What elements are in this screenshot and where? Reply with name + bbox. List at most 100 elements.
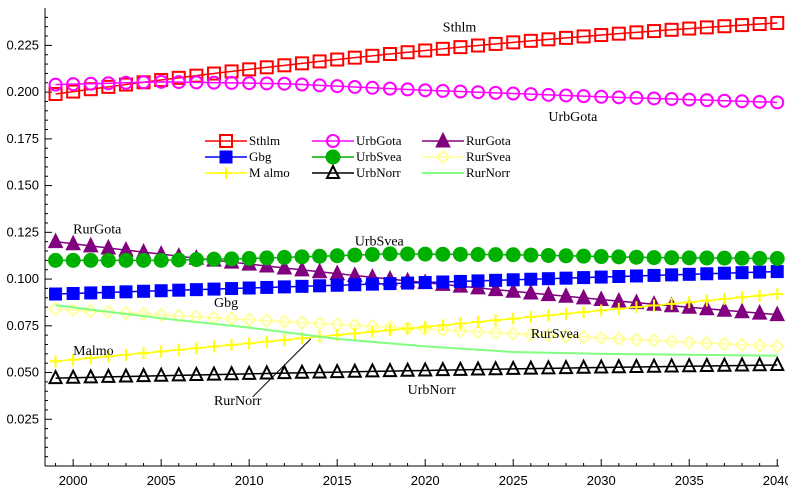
- data-point-gbg: [524, 272, 538, 286]
- data-point-malmo: [683, 296, 696, 309]
- x-tick-label: 2035: [675, 473, 704, 488]
- data-point-rurgota: [575, 288, 592, 305]
- data-point-urbnorr: [171, 366, 187, 382]
- data-point-malmo: [630, 301, 643, 314]
- series-rurnorr: [55, 304, 778, 357]
- axes: 0.025 0.050 0.075 0.100 0.125 0.150 0.175 0.200…: [6, 8, 788, 488]
- data-point-gbg: [418, 276, 432, 290]
- data-point-urbnorr: [699, 356, 715, 372]
- data-point-urbnorr: [65, 368, 81, 384]
- legend-swatch-marker: [219, 134, 233, 148]
- data-point-urbnorr: [716, 356, 733, 372]
- data-point-malmo: [419, 320, 432, 333]
- data-point-rurgota: [558, 287, 574, 303]
- data-point-malmo: [595, 304, 608, 317]
- data-point-urbgota: [664, 92, 679, 107]
- data-point-sthlm: [48, 86, 63, 101]
- data-point-urbnorr: [558, 358, 574, 375]
- data-point-rursvea: [312, 316, 328, 331]
- data-point-sthlm: [277, 58, 292, 73]
- data-point-rurgota: [65, 234, 81, 251]
- data-point-urbgota: [312, 78, 327, 93]
- data-point-urbsvea: [259, 250, 275, 266]
- data-point-rursvea: [294, 315, 310, 330]
- data-point-urbnorr: [769, 355, 785, 372]
- data-point-urbnorr: [311, 363, 328, 379]
- y-tick-label: 0.125: [6, 224, 39, 239]
- data-point-urbnorr: [505, 359, 521, 375]
- data-point-urbsvea: [312, 248, 328, 264]
- series-line-urbgota: [55, 81, 778, 104]
- data-point-urbsvea: [153, 252, 169, 268]
- data-point-urbsvea: [734, 250, 750, 266]
- data-point-urbsvea: [488, 247, 504, 263]
- data-point-urbgota: [382, 81, 397, 96]
- data-point-urbsvea: [523, 247, 539, 263]
- data-point-sthlm: [66, 84, 81, 99]
- data-point-rursvea: [118, 305, 134, 321]
- data-point-urbsvea: [136, 252, 152, 268]
- data-point-urbsvea: [118, 252, 134, 268]
- legend-swatch-marker: [220, 167, 232, 179]
- data-point-urbnorr: [241, 364, 257, 380]
- data-point-malmo: [648, 299, 661, 312]
- data-point-sthlm: [294, 56, 309, 71]
- data-point-sthlm: [717, 19, 732, 34]
- data-point-gbg: [770, 265, 784, 279]
- data-point-urbgota: [136, 75, 151, 90]
- data-point-rursvea: [100, 304, 116, 320]
- legend-label: UrbNorr: [356, 165, 401, 180]
- data-point-gbg: [506, 273, 520, 287]
- data-point-urbsvea: [224, 251, 240, 267]
- data-point-urbgota: [242, 76, 257, 91]
- data-point-urbnorr: [223, 364, 240, 381]
- data-point-urbgota: [83, 76, 98, 91]
- data-point-rurgota: [294, 260, 310, 277]
- data-point-gbg: [172, 283, 186, 297]
- data-point-urbgota: [735, 94, 750, 109]
- series-sthlm: [48, 15, 785, 101]
- data-point-urbnorr: [118, 367, 134, 383]
- series-line-rursvea: [55, 308, 778, 348]
- data-point-sthlm: [594, 28, 609, 43]
- data-point-gbg: [682, 267, 696, 281]
- data-point-urbsvea: [593, 249, 609, 265]
- data-point-urbgota: [506, 86, 521, 101]
- data-point-rursvea: [470, 324, 486, 340]
- data-point-malmo: [718, 292, 731, 305]
- series-layer: [47, 15, 786, 385]
- data-point-urbnorr: [206, 365, 222, 381]
- data-point-urbnorr: [259, 364, 275, 380]
- series-line-rurnorr: [55, 304, 778, 357]
- data-point-gbg: [154, 284, 168, 298]
- data-point-gbg: [84, 286, 98, 300]
- data-point-malmo: [102, 350, 115, 363]
- annotation-urbnorr: UrbNorr: [408, 383, 457, 398]
- data-point-rursvea: [523, 327, 539, 342]
- data-point-urbsvea: [646, 250, 662, 266]
- data-point-urbsvea: [48, 252, 64, 268]
- data-point-rursvea: [664, 333, 680, 349]
- series-rursvea: [48, 301, 785, 354]
- data-point-urbsvea: [470, 246, 486, 262]
- data-point-gbg: [541, 272, 555, 286]
- data-point-malmo: [67, 353, 80, 366]
- data-point-urbsvea: [558, 248, 574, 264]
- data-point-malmo: [771, 288, 784, 301]
- x-tick-label: 2000: [59, 473, 88, 488]
- data-point-urbsvea: [83, 252, 99, 268]
- data-point-urbsvea: [100, 252, 116, 268]
- data-point-urbgota: [488, 85, 503, 100]
- data-point-rursvea: [629, 332, 644, 348]
- data-point-sthlm: [242, 62, 257, 77]
- data-point-rurgota: [769, 305, 786, 322]
- y-tick-label: 0.050: [6, 365, 39, 380]
- data-point-gbg: [753, 265, 767, 279]
- data-point-urbsvea: [329, 248, 345, 264]
- data-point-sthlm: [699, 20, 714, 35]
- data-point-rurgota: [751, 304, 768, 320]
- data-point-malmo: [348, 327, 361, 340]
- data-point-urbgota: [647, 91, 662, 106]
